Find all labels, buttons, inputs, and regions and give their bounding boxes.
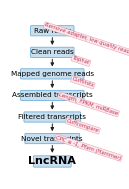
FancyBboxPatch shape	[21, 90, 84, 101]
Text: Mapped genome reads: Mapped genome reads	[11, 71, 94, 77]
Text: Cuffcompare: Cuffcompare	[66, 118, 100, 133]
Text: Remove adapter, low quality reads: Remove adapter, low quality reads	[44, 22, 129, 56]
Text: Tophat: Tophat	[72, 56, 90, 66]
Text: Cufflinks: Cufflinks	[71, 77, 94, 88]
Text: Novel transcripts: Novel transcripts	[22, 136, 83, 142]
Text: Raw reads: Raw reads	[34, 28, 71, 34]
Text: Clean reads: Clean reads	[31, 49, 74, 55]
Text: Length, FPKM, miRBase: Length, FPKM, miRBase	[58, 92, 119, 116]
FancyBboxPatch shape	[33, 156, 71, 167]
FancyBboxPatch shape	[31, 47, 74, 57]
Text: Assembled transcripts: Assembled transcripts	[12, 92, 93, 98]
FancyBboxPatch shape	[25, 133, 80, 144]
FancyBboxPatch shape	[24, 112, 81, 122]
Text: Filtered transcripts: Filtered transcripts	[18, 114, 86, 120]
Text: LncRNA: LncRNA	[28, 156, 76, 167]
Text: CPC ≤ -1, Pfam (Hammer): CPC ≤ -1, Pfam (Hammer)	[55, 135, 122, 161]
FancyBboxPatch shape	[31, 26, 74, 36]
FancyBboxPatch shape	[21, 69, 84, 79]
